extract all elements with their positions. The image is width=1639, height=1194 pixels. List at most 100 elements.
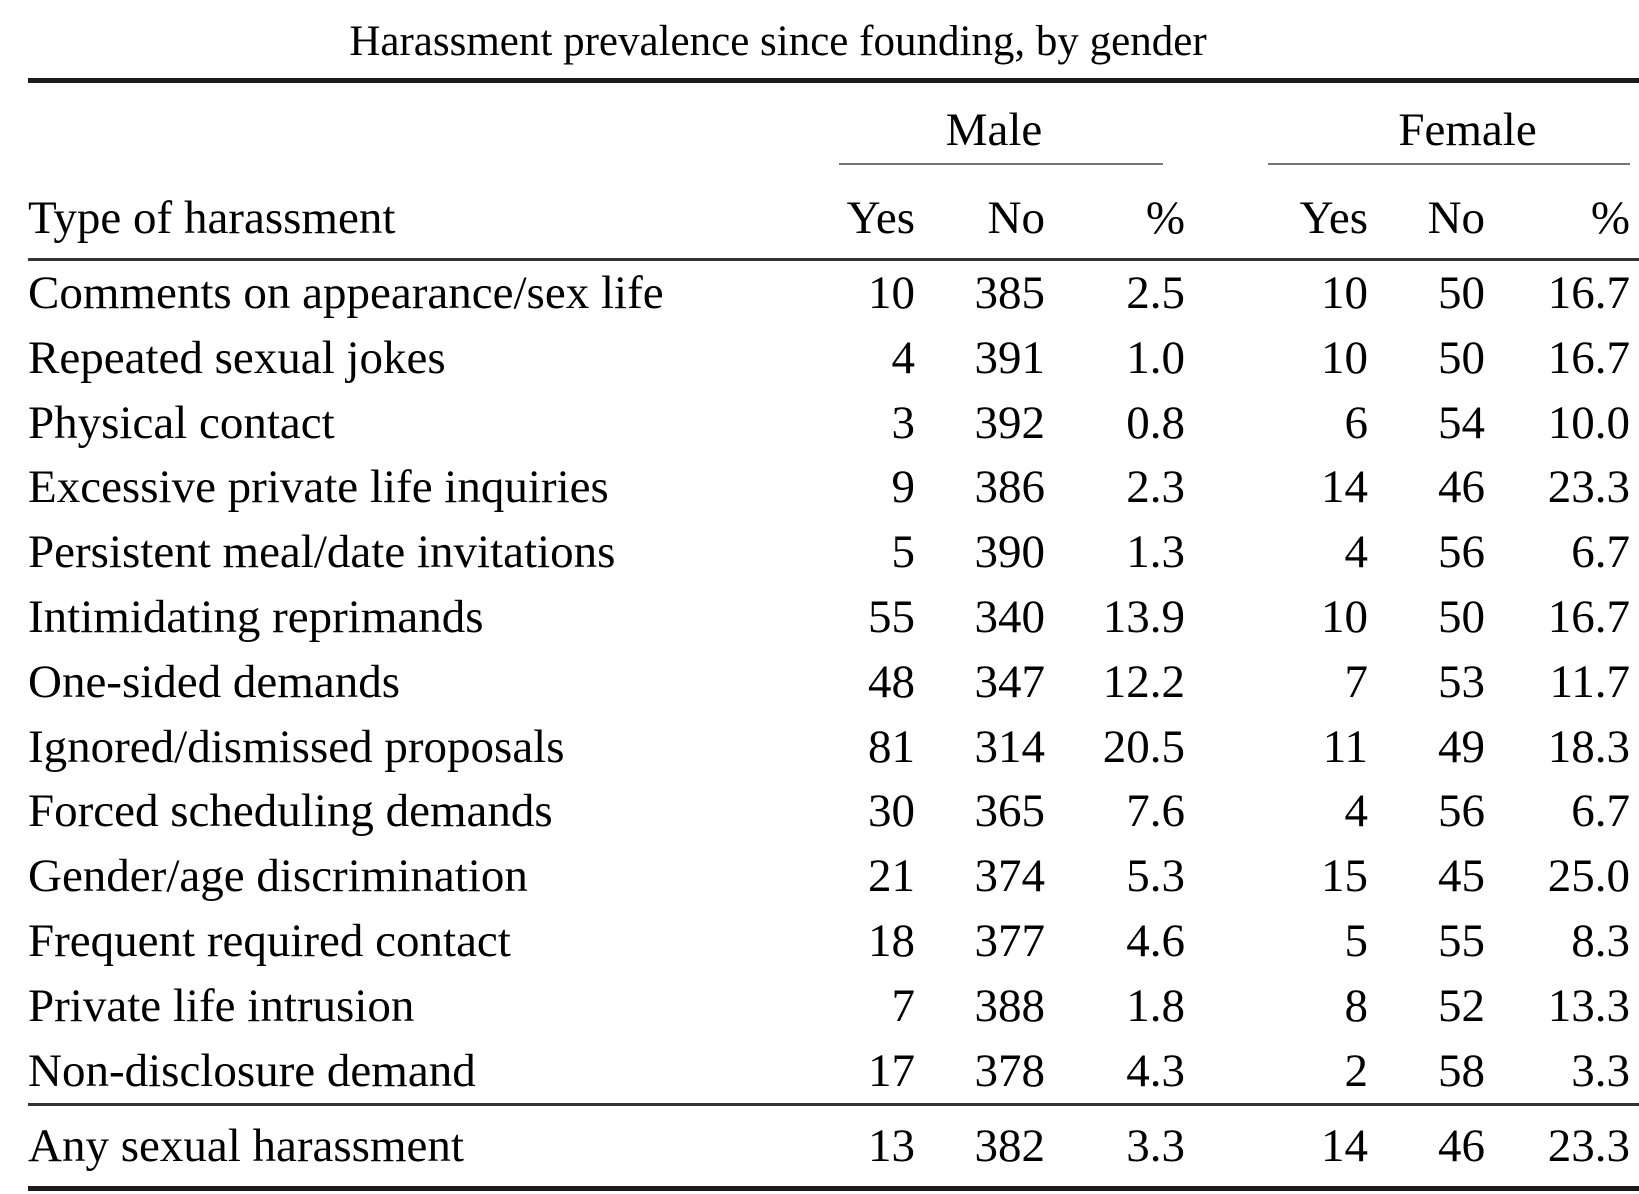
table-row: Comments on appearance/sex life 10 385 2…: [28, 261, 1639, 326]
cell-male-yes: 48: [868, 655, 915, 708]
row-label: Forced scheduling demands: [28, 785, 553, 838]
cell-female-pct: 6.7: [1571, 526, 1630, 579]
cell-female-pct: 6.7: [1571, 785, 1630, 838]
data-table: Comments on appearance/sex life 10 385 2…: [28, 261, 1639, 1103]
table-row: Forced scheduling demands 30 365 7.6 4 5…: [28, 779, 1639, 844]
group-header-male: Male: [803, 83, 1185, 165]
cell-male-no: 386: [974, 461, 1046, 514]
cell-male-pct: 1.3: [1126, 526, 1185, 579]
cell-female-pct: 10.0: [1547, 396, 1630, 449]
table-row: Gender/age discrimination 21 374 5.3 15 …: [28, 844, 1639, 909]
cell-female-no: 49: [1438, 720, 1485, 773]
cell-male-pct: 7.6: [1126, 785, 1185, 838]
cell-female-yes: 6: [1344, 396, 1369, 449]
cell-male-no: 382: [974, 1120, 1046, 1173]
cell-female-no: 46: [1438, 1120, 1485, 1173]
cell-female-yes: 10: [1321, 590, 1368, 643]
col-header-female-no: No: [1427, 192, 1486, 244]
cell-female-no: 50: [1438, 590, 1485, 643]
cell-male-yes: 21: [868, 850, 915, 903]
row-label: Gender/age discrimination: [28, 850, 528, 903]
cell-female-yes: 8: [1344, 979, 1369, 1032]
col-header-male-yes: Yes: [846, 192, 915, 244]
cell-male-no: 392: [974, 396, 1046, 449]
group-header-female: Female: [1268, 83, 1639, 165]
row-label: Private life intrusion: [28, 979, 415, 1032]
group-label-female: Female: [1398, 104, 1537, 156]
cell-male-yes: 13: [868, 1120, 915, 1173]
cell-male-pct: 13.9: [1102, 590, 1185, 643]
row-label: Physical contact: [28, 396, 335, 449]
row-label: Intimidating reprimands: [28, 590, 484, 643]
cell-male-no: 340: [974, 590, 1046, 643]
cell-male-no: 391: [974, 331, 1046, 384]
cell-male-yes: 10: [868, 267, 915, 319]
cell-male-pct: 1.0: [1126, 331, 1185, 384]
cell-female-pct: 13.3: [1547, 979, 1630, 1032]
cell-female-pct: 16.7: [1547, 590, 1630, 643]
row-label: Persistent meal/date invitations: [28, 526, 616, 579]
cell-male-no: 378: [974, 1044, 1046, 1097]
table-row: Intimidating reprimands 55 340 13.9 10 5…: [28, 585, 1639, 650]
row-label: Comments on appearance/sex life: [28, 267, 664, 319]
cell-male-no: 388: [974, 979, 1046, 1032]
cell-female-pct: 18.3: [1547, 720, 1630, 773]
table-row: Excessive private life inquiries 9 386 2…: [28, 455, 1639, 520]
column-header-row: Type of harassment Yes No % Yes No %: [28, 165, 1639, 258]
male-group-rule: [839, 163, 1164, 165]
cell-male-pct: 5.3: [1126, 850, 1185, 903]
cell-male-pct: 4.3: [1126, 1044, 1185, 1097]
table-row: One-sided demands 48 347 12.2 7 53 11.7: [28, 650, 1639, 715]
cell-male-no: 385: [974, 267, 1046, 319]
cell-male-yes: 7: [891, 979, 916, 1032]
female-group-rule: [1268, 163, 1631, 165]
cell-female-pct: 25.0: [1547, 850, 1630, 903]
cell-female-no: 53: [1438, 655, 1485, 708]
group-gap: [1185, 83, 1268, 165]
cell-female-no: 52: [1438, 979, 1485, 1032]
bottom-rule: [28, 1186, 1639, 1192]
cell-male-pct: 20.5: [1102, 720, 1185, 773]
cell-male-pct: 1.8: [1126, 979, 1185, 1032]
cell-male-yes: 4: [891, 331, 916, 384]
header-rule: [28, 258, 1639, 261]
cell-male-no: 374: [974, 850, 1046, 903]
cell-male-pct: 0.8: [1126, 396, 1185, 449]
cell-female-no: 56: [1438, 526, 1485, 579]
cell-male-no: 390: [974, 526, 1046, 579]
cell-female-yes: 15: [1321, 850, 1368, 903]
cell-male-no: 377: [974, 914, 1046, 967]
col-header-male-no: No: [987, 192, 1045, 244]
row-label: Non-disclosure demand: [28, 1044, 476, 1097]
cell-male-pct: 2.3: [1126, 461, 1185, 514]
cell-male-pct: 4.6: [1126, 914, 1185, 967]
cell-male-no: 347: [974, 655, 1046, 708]
cell-female-no: 54: [1438, 396, 1485, 449]
table-title: Harassment prevalence since founding, by…: [349, 18, 1207, 65]
cell-female-yes: 4: [1344, 785, 1369, 838]
cell-female-yes: 2: [1344, 1044, 1369, 1097]
cell-female-no: 50: [1438, 331, 1485, 384]
cell-female-no: 55: [1438, 914, 1485, 967]
cell-female-yes: 14: [1321, 461, 1368, 514]
cell-female-no: 46: [1438, 461, 1485, 514]
cell-female-pct: 11.7: [1549, 655, 1630, 708]
cell-female-yes: 10: [1321, 267, 1368, 319]
col-header-male-pct: %: [1145, 192, 1186, 244]
cell-male-yes: 9: [891, 461, 916, 514]
cell-male-pct: 3.3: [1126, 1120, 1185, 1173]
cell-female-no: 45: [1438, 850, 1485, 903]
group-header-spacer: [28, 83, 803, 165]
cell-female-no: 50: [1438, 267, 1485, 319]
table-row: Physical contact 3 392 0.8 6 54 10.0: [28, 391, 1639, 456]
cell-female-yes: 5: [1344, 914, 1369, 967]
header-table: Male Female Type of harassment Yes No % …: [28, 83, 1639, 258]
cell-male-yes: 3: [891, 396, 916, 449]
cell-female-pct: 23.3: [1547, 461, 1630, 514]
cell-female-yes: 7: [1344, 655, 1369, 708]
row-label: Ignored/dismissed proposals: [28, 720, 565, 773]
col-header-female-pct: %: [1590, 192, 1631, 244]
cell-male-yes: 81: [868, 720, 915, 773]
summary-row: Any sexual harassment 13 382 3.3 14 46 2…: [28, 1106, 1639, 1186]
